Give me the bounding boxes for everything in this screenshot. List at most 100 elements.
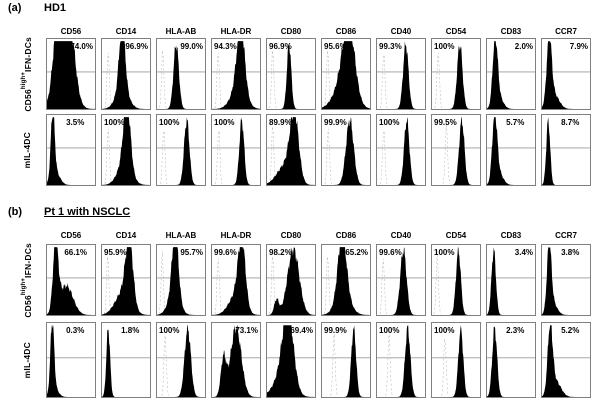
histogram-area xyxy=(47,325,95,397)
percent-label: 3.5% xyxy=(66,118,85,127)
histogram-a-ifndc-cd56: 74.0% xyxy=(46,38,96,110)
percent-label: 65.2% xyxy=(345,248,368,257)
histogram-fill xyxy=(432,325,480,397)
marker-header-cd56: CD56 xyxy=(60,231,82,240)
histogram-b-ifndc-cd40: 99.6% xyxy=(376,244,426,316)
histogram-fill xyxy=(487,117,535,185)
percent-label: 100% xyxy=(434,42,455,51)
marker-header-ccr7: CCR7 xyxy=(555,27,577,36)
percent-label: 100% xyxy=(104,118,125,127)
isotype-control-curve xyxy=(269,126,277,184)
histogram-area xyxy=(377,117,425,185)
isotype-control-curve xyxy=(104,256,112,314)
percent-label: 66.1% xyxy=(64,248,88,257)
isotype-control-curve xyxy=(324,128,332,185)
histogram-fill xyxy=(212,117,260,185)
percent-label: 95.7% xyxy=(180,248,203,257)
histogram-fill xyxy=(102,41,150,109)
marker-header-cd14: CD14 xyxy=(115,27,137,36)
histogram-fill xyxy=(542,247,590,315)
percent-label: 100% xyxy=(379,118,400,127)
histogram-b-ifndc-ccr7: 3.8% xyxy=(541,244,591,316)
histogram-fill xyxy=(542,41,590,109)
percent-label: 96.9% xyxy=(125,42,148,51)
marker-header-cd54: CD54 xyxy=(445,27,467,36)
marker-header-hla-dr: HLA-DR xyxy=(220,231,252,240)
percent-label: 2.0% xyxy=(514,42,533,51)
percent-label: 100% xyxy=(434,326,455,335)
row-label-b-mil-4dc: mIL-4DC xyxy=(12,322,42,398)
histogram-a-ifndc-cd80: 96.9% xyxy=(266,38,316,110)
histogram-area xyxy=(542,117,590,185)
isotype-control-curve xyxy=(160,129,168,185)
percent-label: 100% xyxy=(434,248,455,257)
histogram-a-mil4dc-cd56: 3.5% xyxy=(46,114,96,186)
histogram-a-mil4dc-cd83: 5.7% xyxy=(486,114,536,186)
plot-row-a-0: 74.0% 96.9% 99.0% 94.3% 96.9% 95.6% 99.3% 100% 2… xyxy=(46,38,591,110)
histogram-area xyxy=(102,247,150,315)
histogram-area xyxy=(322,247,370,315)
histogram-b-mil4dc-cd56: 0.3% xyxy=(46,322,96,398)
isotype-control-curve xyxy=(385,334,393,396)
percent-label: 99.0% xyxy=(180,42,203,51)
histogram-a-ifndc-cd86: 95.6% xyxy=(321,38,371,110)
marker-header-hla-dr: HLA-DR xyxy=(220,27,252,36)
histogram-fill xyxy=(267,247,315,315)
percent-label: 99.9% xyxy=(324,118,347,127)
isotype-control-curve xyxy=(441,338,449,396)
isotype-control-curve xyxy=(380,53,388,109)
histogram-b-mil4dc-cd80: 69.4% xyxy=(266,322,316,398)
percent-label: 100% xyxy=(379,326,400,335)
percent-label: 3.8% xyxy=(561,248,580,257)
histogram-area xyxy=(102,329,150,397)
percent-label: 100% xyxy=(159,326,180,335)
isotype-control-curve xyxy=(159,50,167,108)
histogram-fill xyxy=(487,41,535,109)
histogram-fill xyxy=(267,42,315,109)
marker-header-cd14: CD14 xyxy=(115,231,137,240)
percent-label: 69.4% xyxy=(290,326,313,335)
histogram-b-mil4dc-cd83: 2.3% xyxy=(486,322,536,398)
histogram-fill xyxy=(432,247,480,315)
histogram-a-mil4dc-cd86: 99.9% xyxy=(321,114,371,186)
marker-header-cd83: CD83 xyxy=(500,231,522,240)
row-label-text: CD56high+IFN-DCs xyxy=(21,242,33,318)
percent-label: 5.2% xyxy=(561,326,580,335)
histogram-b-mil4dc-hla-ab: 100% xyxy=(156,322,206,398)
marker-header-cd56: CD56 xyxy=(60,27,82,36)
histogram-fill xyxy=(322,247,370,315)
histogram-b-mil4dc-cd40: 100% xyxy=(376,322,426,398)
histogram-fill xyxy=(102,117,150,185)
percent-label: 95.6% xyxy=(324,42,347,51)
percent-label: 74.0% xyxy=(70,42,93,51)
histogram-area xyxy=(322,41,370,109)
histogram-a-mil4dc-cd80: 89.9% xyxy=(266,114,316,186)
histogram-area xyxy=(487,117,535,185)
histogram-a-ifndc-hla-ab: 99.0% xyxy=(156,38,206,110)
marker-header-cd40: CD40 xyxy=(390,231,412,240)
histogram-a-mil4dc-ccr7: 8.7% xyxy=(541,114,591,186)
histogram-fill xyxy=(157,325,205,397)
histogram-area xyxy=(487,247,535,315)
histogram-fill xyxy=(432,45,480,109)
histogram-fill xyxy=(267,117,315,185)
percent-label: 2.3% xyxy=(506,326,525,335)
percent-label: 99.6% xyxy=(379,248,402,257)
histogram-b-ifndc-cd86: 65.2% xyxy=(321,244,371,316)
histogram-b-ifndc-cd56: 66.1% xyxy=(46,244,96,316)
histogram-b-ifndc-cd54: 100% xyxy=(431,244,481,316)
histogram-area xyxy=(487,41,535,109)
histogram-area xyxy=(377,247,425,315)
histogram-fill xyxy=(157,117,205,185)
histogram-a-ifndc-cd83: 2.0% xyxy=(486,38,536,110)
histogram-fill xyxy=(102,329,150,397)
marker-header-cd83: CD83 xyxy=(500,27,522,36)
histogram-fill xyxy=(377,325,425,397)
percent-label: 89.9% xyxy=(269,118,292,127)
marker-header-ccr7: CCR7 xyxy=(555,231,577,240)
marker-header-cd80: CD80 xyxy=(280,231,302,240)
histogram-area xyxy=(267,247,315,315)
histogram-a-ifndc-hla-dr: 94.3% xyxy=(211,38,261,110)
histogram-fill xyxy=(47,325,95,397)
